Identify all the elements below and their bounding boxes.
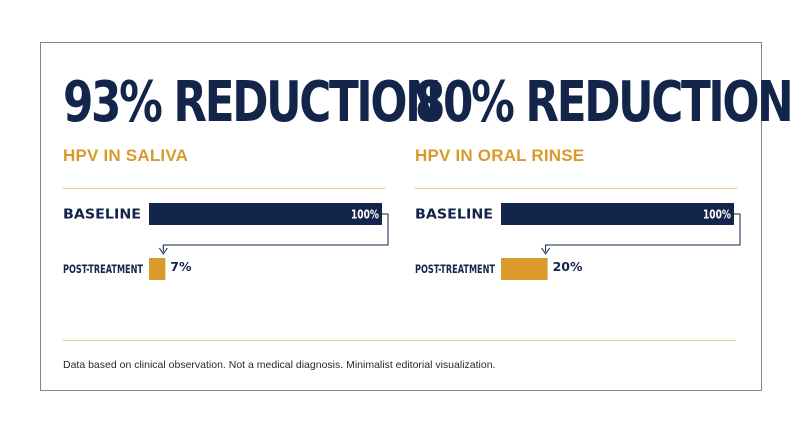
oral-rinse-subhead: HPV IN ORAL RINSE [415, 146, 585, 165]
reduction-connector-line [162, 213, 389, 252]
oral-rinse-bar-chart: BASELINE POST-TREATMENT 100% 20% [415, 203, 741, 280]
oral-rinse-divider [415, 188, 737, 189]
baseline-bar [501, 203, 734, 225]
post-treatment-label: POST-TREATMENT [63, 262, 143, 276]
saliva-headline: 93% REDUCTION [63, 70, 442, 135]
footnote: Data based on clinical observation. Not … [63, 359, 496, 371]
footer-divider [63, 340, 736, 341]
reduction-arrow-head [158, 247, 168, 255]
oral-rinse-panel: 80% REDUCTION HPV IN ORAL RINSE BASELINE… [415, 43, 794, 343]
baseline-value-label: 100% [351, 207, 379, 222]
baseline-value-label: 100% [703, 207, 731, 222]
saliva-subhead: HPV IN SALIVA [63, 146, 189, 165]
saliva-panel: 93% REDUCTION HPV IN SALIVA BASELINE POST… [63, 43, 442, 343]
baseline-label: BASELINE [63, 208, 141, 223]
post-treatment-value-label: 20% [553, 259, 583, 274]
saliva-divider [63, 188, 385, 189]
saliva-bar-chart: BASELINE POST-TREATMENT 100% 7% [63, 203, 389, 280]
post-treatment-bar [501, 258, 548, 280]
reduction-connector-line [545, 213, 741, 252]
post-treatment-value-label: 7% [170, 259, 192, 274]
infographic-card: 93% REDUCTION HPV IN SALIVA BASELINE POST… [40, 42, 794, 391]
oral-rinse-headline: 80% REDUCTION [415, 70, 794, 135]
post-treatment-bar [149, 258, 166, 280]
baseline-bar [149, 203, 382, 225]
baseline-label: BASELINE [415, 208, 493, 223]
reduction-arrow-head [541, 247, 551, 255]
post-treatment-label: POST-TREATMENT [415, 262, 495, 276]
